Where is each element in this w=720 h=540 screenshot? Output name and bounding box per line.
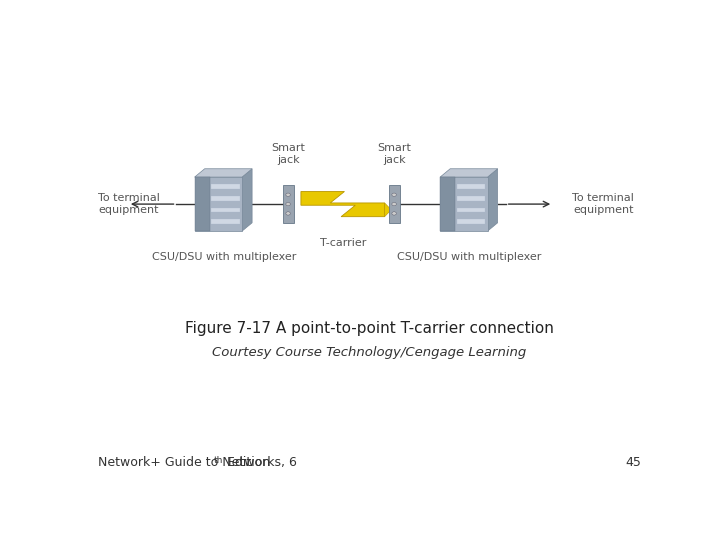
Circle shape xyxy=(286,212,290,215)
Polygon shape xyxy=(301,192,384,217)
Text: Edition: Edition xyxy=(222,456,270,469)
Text: Courtesy Course Technology/Cengage Learning: Courtesy Course Technology/Cengage Learn… xyxy=(212,346,526,359)
Text: Figure 7-17 A point-to-point T-carrier connection: Figure 7-17 A point-to-point T-carrier c… xyxy=(184,321,554,336)
Polygon shape xyxy=(440,177,455,231)
Polygon shape xyxy=(384,203,392,217)
Polygon shape xyxy=(282,185,294,223)
Text: CSU/DSU with multiplexer: CSU/DSU with multiplexer xyxy=(152,252,296,262)
Circle shape xyxy=(286,193,290,197)
Text: Network+ Guide to Networks, 6: Network+ Guide to Networks, 6 xyxy=(98,456,297,469)
Polygon shape xyxy=(457,184,485,189)
Text: T-carrier: T-carrier xyxy=(320,238,366,248)
Polygon shape xyxy=(212,184,240,189)
Polygon shape xyxy=(194,177,242,231)
Text: Smart
jack: Smart jack xyxy=(377,143,411,165)
Polygon shape xyxy=(212,196,240,201)
Polygon shape xyxy=(242,168,252,231)
Text: Smart
jack: Smart jack xyxy=(271,143,305,165)
Circle shape xyxy=(286,202,290,206)
Polygon shape xyxy=(457,207,485,212)
Circle shape xyxy=(392,212,396,215)
Text: th: th xyxy=(214,456,223,465)
Circle shape xyxy=(392,193,396,197)
Text: CSU/DSU with multiplexer: CSU/DSU with multiplexer xyxy=(397,252,541,262)
Circle shape xyxy=(392,202,396,206)
Polygon shape xyxy=(212,207,240,212)
Text: To terminal
equipment: To terminal equipment xyxy=(572,193,634,215)
Polygon shape xyxy=(389,185,400,223)
Polygon shape xyxy=(457,219,485,224)
Polygon shape xyxy=(457,196,485,201)
Polygon shape xyxy=(194,177,210,231)
Polygon shape xyxy=(487,168,498,231)
Polygon shape xyxy=(212,219,240,224)
Polygon shape xyxy=(440,177,487,231)
Polygon shape xyxy=(440,168,498,177)
Text: 45: 45 xyxy=(626,456,642,469)
Polygon shape xyxy=(194,168,252,177)
Text: To terminal
equipment: To terminal equipment xyxy=(99,193,161,215)
